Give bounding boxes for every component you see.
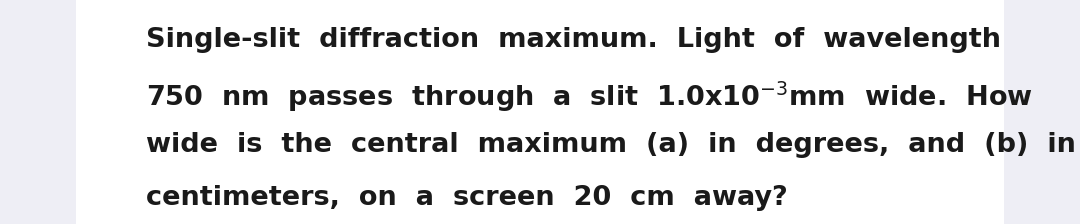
Text: Single-slit  diffraction  maximum.  Light  of  wavelength: Single-slit diffraction maximum. Light o… (146, 27, 1001, 53)
Text: wide  is  the  central  maximum  (a)  in  degrees,  and  (b)  in: wide is the central maximum (a) in degre… (146, 132, 1076, 158)
FancyBboxPatch shape (76, 0, 1004, 224)
Text: centimeters,  on  a  screen  20  cm  away?: centimeters, on a screen 20 cm away? (146, 185, 787, 211)
Text: 750  nm  passes  through  a  slit  1.0x10$^{-3}$mm  wide.  How: 750 nm passes through a slit 1.0x10$^{-3… (146, 80, 1032, 114)
